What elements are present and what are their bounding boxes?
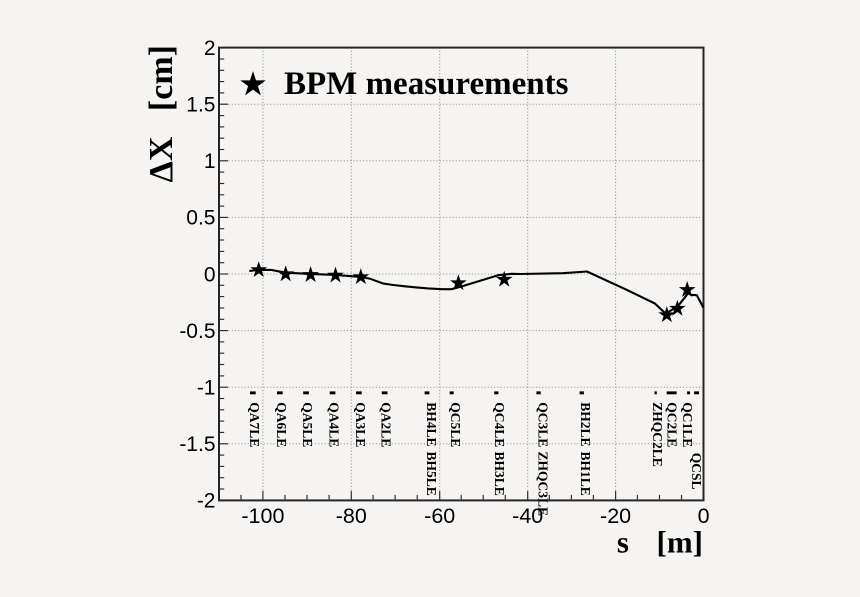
- svg-text:BH5LE: BH5LE: [424, 452, 439, 496]
- svg-text:QA5LE: QA5LE: [300, 402, 315, 447]
- svg-text:-80: -80: [336, 504, 367, 528]
- svg-text:BPM measurements: BPM measurements: [284, 66, 569, 102]
- svg-text:ZHQC3LE: ZHQC3LE: [535, 452, 550, 517]
- svg-text:-1.5: -1.5: [179, 433, 215, 456]
- svg-text:-1: -1: [197, 377, 216, 400]
- svg-text:0: 0: [698, 504, 710, 528]
- svg-text:QC1LE: QC1LE: [680, 402, 695, 447]
- svg-text:QCSL: QCSL: [689, 453, 704, 490]
- svg-text:-100: -100: [241, 504, 284, 528]
- svg-text:-60: -60: [424, 504, 455, 528]
- svg-text:BH4LE: BH4LE: [424, 402, 439, 446]
- svg-text:QA2LE: QA2LE: [379, 402, 394, 447]
- svg-text:-2: -2: [197, 490, 216, 513]
- svg-text:-40: -40: [512, 504, 543, 528]
- svg-text:-20: -20: [600, 504, 631, 528]
- svg-text:QA4LE: QA4LE: [327, 402, 342, 447]
- svg-text:QA7LE: QA7LE: [247, 402, 262, 447]
- svg-text:0: 0: [204, 263, 216, 286]
- svg-text:BH2LE: BH2LE: [578, 402, 593, 446]
- svg-text:BH3LE: BH3LE: [492, 452, 507, 496]
- svg-text:-0.5: -0.5: [179, 320, 215, 343]
- svg-text:QA3LE: QA3LE: [353, 402, 368, 447]
- svg-text:2: 2: [204, 37, 216, 60]
- svg-text:1: 1: [204, 150, 216, 173]
- svg-text:QC2LE: QC2LE: [664, 402, 679, 447]
- svg-text:QC4LE: QC4LE: [492, 402, 507, 447]
- svg-text:QC3LE: QC3LE: [535, 402, 550, 447]
- svg-text:QA6LE: QA6LE: [274, 402, 289, 447]
- svg-text:s: s: [617, 525, 629, 560]
- svg-text:QC5LE: QC5LE: [448, 402, 463, 447]
- svg-text:BH1LE: BH1LE: [578, 452, 593, 496]
- svg-text:[m]: [m]: [657, 525, 703, 560]
- svg-text:ΔX [cm]: ΔX [cm]: [143, 45, 180, 182]
- svg-text:0.5: 0.5: [186, 207, 215, 230]
- svg-text:ZHQC2LE: ZHQC2LE: [650, 402, 665, 467]
- svg-text:1.5: 1.5: [186, 94, 215, 117]
